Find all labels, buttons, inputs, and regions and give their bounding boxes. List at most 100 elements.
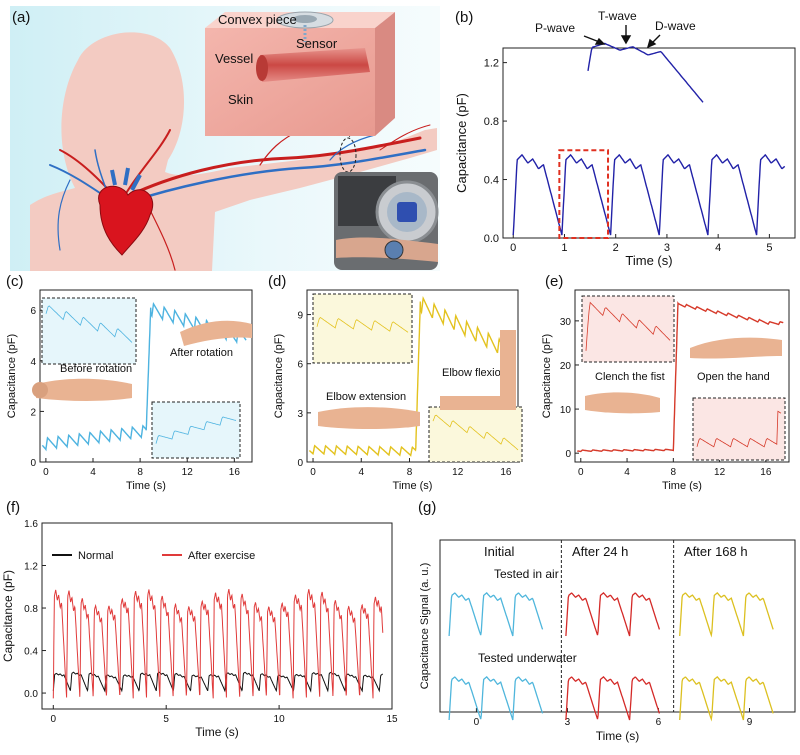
- panel-b-label: (b): [455, 9, 473, 26]
- y-axis-label: Capacitance (pF): [454, 93, 469, 193]
- device-photo: [334, 172, 439, 270]
- x-tick-label: 16: [500, 467, 512, 478]
- chart-e: 0 4 8 12 16 0 10 20 30 Time (s) Capacitance (pF): [541, 289, 790, 492]
- x-tick-label: 16: [229, 467, 241, 478]
- y-tick-label: 4: [30, 357, 36, 368]
- x-tick-label: 0: [43, 467, 49, 478]
- y-axis-label: Capacitance (pF): [6, 334, 18, 418]
- series-line: [576, 301, 784, 453]
- y-tick-label: 3: [297, 409, 303, 420]
- signal-line-2-0: [679, 591, 774, 638]
- highlight-box: [558, 149, 610, 239]
- x-tick-label: 12: [714, 467, 726, 478]
- panel-f: (f) 0 5 10 15 0.0 0.4 0.8 1.2 1.6 Time (s) Capacit…: [1, 499, 398, 739]
- y-tick-label: 20: [560, 361, 572, 372]
- series-line-0: [52, 671, 383, 693]
- x-axis-label: Time (s): [126, 480, 166, 492]
- inset-box: [41, 297, 137, 365]
- panel-a: Convex piece Sensor Vessel Skin (a): [10, 6, 440, 272]
- x-tick-label: 10: [274, 714, 286, 725]
- annotation-t-wave: T-wave: [598, 9, 637, 23]
- chart-g: 0 3 6 9 Time (s) Capacitance Signal (a. u.): [419, 539, 796, 743]
- legend-label: Normal: [78, 550, 113, 562]
- row-tested-in-air: Tested in air: [494, 567, 559, 581]
- y-tick-label: 0.4: [484, 175, 499, 187]
- heart-icon: [98, 185, 153, 256]
- inset-waveform: [585, 301, 671, 351]
- arm-fist: [585, 392, 660, 414]
- x-axis-label: Time (s): [195, 725, 239, 739]
- y-tick-label: 0: [30, 458, 36, 469]
- x-axis-label: Time (s): [625, 253, 672, 268]
- series-line-1: [52, 588, 384, 699]
- series-line: [308, 295, 513, 457]
- signal-line-0-1: [448, 675, 544, 721]
- annotation-p-wave: P-wave: [535, 21, 575, 35]
- arm-flexed: [440, 330, 516, 410]
- x-tick-label: 0: [51, 714, 57, 725]
- annotation-before-rotation: Before rotation: [60, 363, 132, 375]
- x-tick-label: 4: [90, 467, 96, 478]
- x-tick-label: 8: [407, 467, 413, 478]
- x-tick-label: 9: [747, 717, 753, 728]
- x-tick-label: 5: [163, 714, 169, 725]
- y-axis-label: Capacitance (pF): [541, 334, 553, 418]
- inset-waveform: [45, 305, 133, 343]
- zoomed-waveform: [587, 42, 704, 103]
- x-tick-label: 0: [578, 467, 584, 478]
- axes-frame: [39, 289, 253, 463]
- inset-box: [312, 293, 413, 364]
- signal-line-2-1: [679, 675, 774, 722]
- inset-box: [581, 295, 675, 363]
- blood-vessels: [49, 124, 431, 271]
- panel-e-label: (e): [545, 273, 563, 290]
- skin-vessel-box: [205, 11, 395, 136]
- x-tick-label: 12: [182, 467, 194, 478]
- x-tick-label: 4: [715, 242, 721, 254]
- x-axis-label: Time (s): [662, 480, 702, 492]
- heart-vessels: [110, 167, 142, 191]
- y-tick-label: 0: [297, 458, 303, 469]
- panel-b: (b) 0 1 2 3 4 5 0.0 0.4 0.8 1.2 Time (s) Capacitanc…: [454, 9, 796, 268]
- arm-open-hand: [690, 337, 782, 359]
- x-axis-label: Time (s): [393, 480, 433, 492]
- y-tick-label: 0: [565, 449, 571, 460]
- arm-after-rotation: [180, 320, 252, 346]
- annotation-open-hand: Open the hand: [697, 371, 770, 383]
- inset-box: [151, 401, 241, 459]
- column-after-168h: After 168 h: [684, 544, 748, 559]
- x-tick-label: 15: [386, 714, 398, 725]
- label-convex-piece: Convex piece: [218, 12, 297, 27]
- column-after-24h: After 24 h: [572, 544, 628, 559]
- axes-frame: [502, 47, 796, 239]
- annotation-clench-fist: Clench the fist: [595, 371, 665, 383]
- y-tick-label: 1.2: [24, 562, 38, 573]
- inset-box: [428, 406, 523, 463]
- x-tick-label: 4: [358, 467, 364, 478]
- panel-e: (e) 0 4 8 12 16 0 10 20 30 Time (s) Capacitance (p…: [541, 273, 790, 492]
- x-tick-label: 3: [664, 242, 670, 254]
- x-axis-label: Time (s): [596, 729, 640, 743]
- y-tick-label: 0.8: [24, 604, 38, 615]
- label-vessel: Vessel: [215, 51, 253, 66]
- x-tick-label: 2: [613, 242, 619, 254]
- x-tick-label: 8: [137, 467, 143, 478]
- annotation-arrows: [583, 25, 661, 49]
- y-axis-label: Capacitance (pF): [1, 570, 15, 662]
- row-tested-underwater: Tested underwater: [478, 651, 577, 665]
- y-tick-label: 1.6: [24, 519, 38, 530]
- annotation-elbow-extension: Elbow extension: [326, 391, 406, 403]
- axes-frame: [41, 522, 393, 710]
- inset-waveform: [316, 316, 409, 333]
- panel-g-label: (g): [418, 499, 436, 516]
- y-tick-label: 0.0: [24, 689, 38, 700]
- y-tick-label: 30: [560, 317, 572, 328]
- x-tick-label: 5: [766, 242, 772, 254]
- inset-waveform: [696, 410, 782, 448]
- y-tick-label: 0.0: [484, 233, 499, 245]
- arm-before-rotation: [36, 378, 132, 401]
- x-tick-label: 16: [760, 467, 772, 478]
- series-line: [512, 153, 786, 236]
